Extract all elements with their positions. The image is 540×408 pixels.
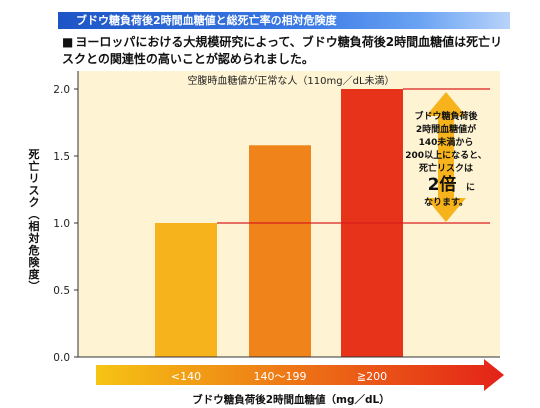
x-axis-label: ブドウ糖負荷後2時間血糖値（mg／dL） (192, 393, 389, 406)
annotation-line: ブドウ糖負荷後 (414, 110, 478, 122)
lead-sentence: ヨーロッパにおける大規模研究によって、ブドウ糖負荷後2時間血糖値は死亡リスクとの… (62, 35, 503, 66)
y-tick-label: 1.0 (53, 218, 70, 230)
y-tick-label: 0.5 (53, 285, 70, 297)
bullet-square-icon: ■ (62, 35, 74, 49)
annotation-suffix: に (466, 182, 475, 193)
x-axis-arrow (96, 359, 504, 391)
x-tick-label: ≧200 (357, 370, 387, 383)
title-bar (58, 12, 510, 29)
annotation-line: 2時間血糖値が (416, 123, 477, 135)
y-axis-label: 死亡リスク︵相対危険度︶ (28, 148, 41, 293)
bar-1 (155, 223, 217, 357)
x-tick-label: <140 (171, 370, 201, 383)
annotation-line: 死亡リスクは (418, 162, 473, 174)
lead-text: ■ ヨーロッパにおける大規模研究によって、ブドウ糖負荷後2時間血糖値は死亡リスクと… (62, 34, 510, 68)
annotation-line: 200以上になると、 (405, 149, 486, 161)
annotation-line: 140未満から (419, 136, 474, 148)
annotation-emphasis: 2倍 (428, 174, 457, 195)
reference-label: 空腹時血糖値が正常な人（110mg／dL未満） (187, 74, 394, 87)
annotation-last: なります。 (424, 197, 468, 208)
chart-title: ブドウ糖負荷後2時間血糖値と総死亡率の相対危険度 (76, 14, 337, 27)
y-tick-label: 2.0 (53, 84, 70, 96)
x-tick-label: 140〜199 (254, 370, 307, 383)
y-tick-label: 1.5 (53, 151, 70, 163)
bar-2 (249, 145, 311, 357)
double-arrow-icon (426, 92, 466, 222)
y-tick-label: 0.0 (53, 352, 70, 364)
